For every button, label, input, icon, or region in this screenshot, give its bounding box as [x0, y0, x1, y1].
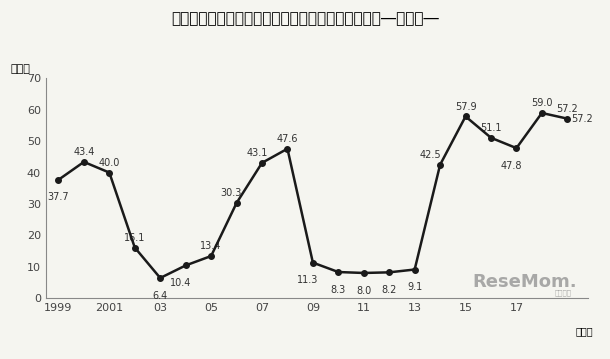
Text: 8.0: 8.0 [356, 285, 371, 295]
Text: 57.2: 57.2 [556, 104, 578, 114]
Text: ReseMom.: ReseMom. [472, 274, 577, 292]
Text: 37.7: 37.7 [48, 192, 70, 202]
Text: 30.3: 30.3 [221, 188, 242, 198]
Text: 43.1: 43.1 [246, 148, 268, 158]
Text: 13.4: 13.4 [201, 241, 222, 251]
Text: 10.4: 10.4 [170, 278, 192, 288]
Text: 43.4: 43.4 [73, 147, 95, 157]
Text: 57.9: 57.9 [454, 102, 476, 112]
Text: 11.3: 11.3 [297, 275, 318, 285]
Text: 59.0: 59.0 [531, 98, 553, 108]
Text: （年）: （年） [575, 327, 593, 337]
Text: 9.1: 9.1 [407, 282, 422, 292]
Text: 8.2: 8.2 [381, 285, 397, 295]
Text: 40.0: 40.0 [99, 158, 120, 168]
Text: 6.4: 6.4 [152, 290, 168, 300]
Text: 42.5: 42.5 [419, 150, 441, 160]
Text: 8.3: 8.3 [331, 285, 346, 295]
Text: 16.1: 16.1 [124, 233, 145, 243]
Text: 47.6: 47.6 [277, 134, 298, 144]
Text: 51.1: 51.1 [480, 123, 502, 133]
Text: 57.2: 57.2 [571, 114, 593, 123]
Text: 47.8: 47.8 [501, 161, 522, 171]
Text: （％）: （％） [10, 64, 31, 74]
Text: ジョブル: ジョブル [554, 289, 572, 296]
Text: 図表２－１　初任給を引き上げた企業割合の推移　―全産業―: 図表２－１ 初任給を引き上げた企業割合の推移 ―全産業― [171, 11, 439, 26]
